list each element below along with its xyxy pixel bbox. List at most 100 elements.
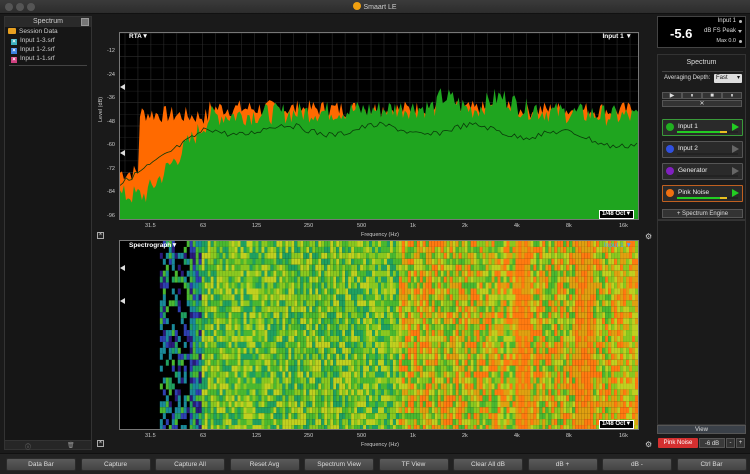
toolbar-tf-viewbutton[interactable]: TF View [378, 458, 449, 471]
meter-unit-dropdown-icon[interactable] [738, 30, 742, 33]
engine-play-icon[interactable] [732, 145, 739, 153]
toolbar-db-button[interactable]: dB - [602, 458, 672, 471]
pause-all-button[interactable]: ⏸ [722, 92, 742, 99]
x-tick: 1k [410, 223, 416, 229]
rta-label[interactable]: RTA▼ [129, 33, 149, 40]
zoom-window-button[interactable] [27, 3, 35, 11]
engine-play-icon[interactable] [732, 123, 739, 131]
engine-input-2[interactable]: Input 2 [662, 141, 743, 158]
toolbar-data-barbutton[interactable]: Data Bar [6, 458, 76, 471]
engine-generator[interactable]: Generator [662, 163, 743, 180]
data-bar-options-button[interactable] [81, 18, 89, 26]
close-window-button[interactable] [5, 3, 13, 11]
level-meter[interactable]: -5.6 Input 1 dB FS Peak Max 0.0 [657, 16, 746, 48]
engine-play-icon[interactable] [732, 189, 739, 197]
spectrograph-lower-handle-icon[interactable] [120, 298, 125, 304]
pause-button[interactable]: ⏸ [682, 92, 702, 99]
x-tick: 250 [304, 433, 314, 439]
pink-noise-toggle[interactable]: Pink Noise [658, 438, 698, 448]
srf-file-icon: × [11, 48, 17, 54]
engine-name: Pink Noise [678, 189, 710, 196]
srf-file-icon: × [11, 39, 17, 45]
file-item[interactable]: × Input 1-2.srf [5, 45, 91, 54]
add-spectrum-engine-button[interactable]: + Spectrum Engine [662, 209, 743, 218]
tools-button[interactable]: ✕ [662, 100, 742, 107]
rta-x-axis-label: Frequency (Hz) [361, 232, 399, 238]
close-spectrograph-icon[interactable]: × [97, 440, 104, 447]
pink-noise-level[interactable]: -6 dB [699, 438, 725, 448]
rta-y-tick: -84 [107, 189, 115, 195]
rta-y-axis-label: Level (dB) [98, 96, 104, 122]
control-bar-title: Spectrum [686, 59, 717, 66]
trash-icon[interactable]: 🗑 [67, 443, 75, 449]
spectrograph-input-label[interactable]: Input 1 ▼ [603, 242, 632, 249]
engine-level-fill [677, 131, 720, 133]
folder-icon [8, 28, 16, 34]
x-tick: 1k [410, 433, 416, 439]
file-item[interactable]: × Input 1-3.srf [5, 36, 91, 45]
x-tick: 63 [200, 223, 207, 229]
rta-upper-handle-icon[interactable] [120, 84, 125, 90]
view-button[interactable]: View [657, 425, 746, 434]
file-name: Input 1-1.srf [20, 55, 55, 62]
averaging-depth-label: Averaging Depth: [664, 75, 711, 81]
pink-noise-up-button[interactable]: + [736, 438, 745, 448]
spectrograph-resolution-selector[interactable]: 1/48 Oct▼ [599, 420, 635, 429]
engine-pink-noise[interactable]: Pink Noise [662, 185, 743, 202]
engine-play-icon[interactable] [732, 167, 739, 175]
engine-name: Generator [678, 167, 708, 174]
file-item[interactable]: × Input 1-1.srf [5, 54, 91, 63]
stop-button[interactable]: ■ [702, 92, 722, 99]
close-rta-plot-icon[interactable]: × [97, 232, 104, 239]
title-bar: Smaart LE [0, 0, 750, 14]
rta-y-tick: -36 [107, 95, 115, 101]
rta-y-tick: -12 [107, 48, 115, 54]
toolbar-capture-allbutton[interactable]: Capture All [155, 458, 225, 471]
x-tick: 2k [462, 223, 468, 229]
spectrograph-plot-area[interactable] [119, 240, 639, 430]
meter-value: -5.6 [670, 26, 693, 41]
rta-y-tick: -24 [107, 71, 115, 78]
rta-settings-gear-icon[interactable]: ⚙ [645, 232, 653, 241]
rta-average-trace [120, 121, 638, 186]
toolbar-reset-avgbutton[interactable]: Reset Avg [229, 458, 300, 471]
x-tick: 31.5 [145, 433, 156, 439]
tools-icon: ✕ [699, 101, 705, 107]
engine-level-bar [677, 131, 738, 133]
meter-max: Max 0.0 [716, 38, 736, 44]
toolbar-ctrl-barbutton[interactable]: Ctrl Bar [676, 458, 747, 471]
rta-y-tick: -96 [107, 212, 115, 219]
toolbar-spectrum-viewbutton[interactable]: Spectrum View [304, 458, 374, 471]
toolbar-capturebutton[interactable]: Capture [80, 458, 151, 471]
meter-input-dot-icon [739, 20, 742, 23]
tree-separator [9, 65, 87, 66]
rta-plot-area[interactable] [119, 32, 639, 220]
x-tick: 16k [619, 223, 628, 229]
x-tick: 16k [619, 433, 628, 439]
engine-input-1[interactable]: Input 1 [662, 119, 743, 136]
engine-name: Input 2 [678, 145, 698, 152]
spectrograph-settings-gear-icon[interactable]: ⚙ [645, 440, 653, 449]
spectrograph-label[interactable]: Spectrograph▼ [129, 242, 178, 249]
info-icon[interactable]: ⓘ [25, 445, 32, 451]
rta-lower-handle-icon[interactable] [120, 150, 125, 156]
meter-max-dot-icon [739, 40, 742, 43]
spectrograph-upper-handle-icon[interactable] [120, 265, 125, 271]
data-bar-panel: Spectrum Session Data × Input 1-3.srf × Inp… [4, 16, 92, 451]
play-button[interactable]: ▶ [662, 92, 682, 99]
file-list: × Input 1-3.srf × Input 1-2.srf × Input 1-1.s… [5, 36, 91, 63]
averaging-depth-select[interactable]: Fast ▾ [714, 74, 742, 83]
engine-level-bar [677, 175, 738, 177]
session-data-folder[interactable]: Session Data [5, 27, 91, 36]
pink-noise-down-button[interactable]: - [726, 438, 735, 448]
rta-input-label[interactable]: Input 1 ▼ [602, 33, 632, 40]
control-bar-divider [662, 71, 743, 72]
minimize-window-button[interactable] [16, 3, 24, 11]
x-tick: 500 [357, 433, 367, 439]
rta-resolution-selector[interactable]: 1/48 Oct▼ [599, 210, 635, 219]
meter-unit: dB FS Peak [703, 28, 736, 34]
x-tick: 31.5 [145, 223, 156, 229]
toolbar-db-button[interactable]: dB + [527, 458, 598, 471]
x-tick: 2k [462, 433, 468, 439]
toolbar-clear-all-dbbutton[interactable]: Clear All dB [453, 458, 523, 471]
